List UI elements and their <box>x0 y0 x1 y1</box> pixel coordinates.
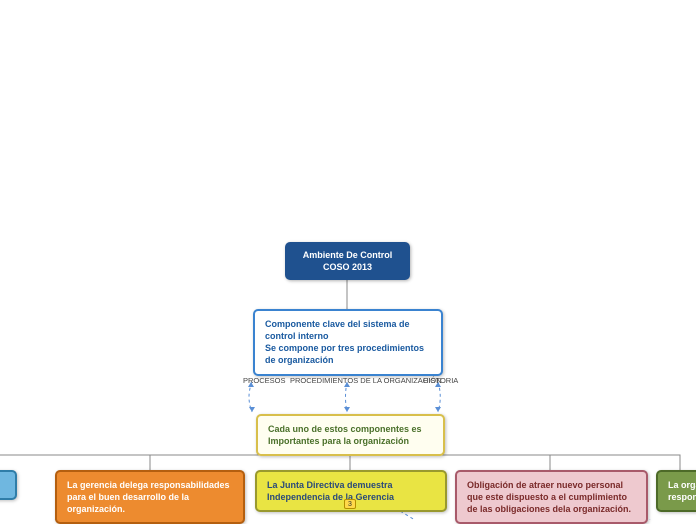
leaf-text-1: La gerencia delega responsabilidades par… <box>67 480 230 514</box>
root-title-2: COSO 2013 <box>295 261 400 273</box>
sub1-line1: Componente clave del sistema de control … <box>265 318 431 342</box>
sub2-text: Cada uno de estos componentes es Importa… <box>268 424 422 446</box>
root-title-1: Ambiente De Control <box>295 249 400 261</box>
sub2-node[interactable]: Cada uno de estos componentes es Importa… <box>256 414 445 456</box>
sub1-node[interactable]: Componente clave del sistema de control … <box>253 309 443 376</box>
label-procesos: PROCESOS <box>243 376 286 385</box>
leaf-text-3: Obligación de atraer nuevo personal que … <box>467 480 631 514</box>
leaf-text-4: La organ responsa <box>668 480 696 502</box>
root-node[interactable]: Ambiente De Control COSO 2013 <box>285 242 410 280</box>
leaf-node-0[interactable]: alores <box>0 470 17 500</box>
badge-count: 3 <box>344 499 356 509</box>
leaf-text-2: La Junta Directiva demuestra Independenc… <box>267 480 394 502</box>
label-procedimientos: PROCEDIMIENTOS DE LA ORGANIZACIÓN <box>290 376 442 385</box>
label-historia: HISTORIA <box>423 376 458 385</box>
leaf-node-1[interactable]: La gerencia delega responsabilidades par… <box>55 470 245 524</box>
badge-text: 3 <box>348 501 352 508</box>
leaf-node-3[interactable]: Obligación de atraer nuevo personal que … <box>455 470 648 524</box>
sub1-line2: Se compone por tres procedimientos de or… <box>265 342 431 366</box>
leaf-node-4[interactable]: La organ responsa <box>656 470 696 512</box>
